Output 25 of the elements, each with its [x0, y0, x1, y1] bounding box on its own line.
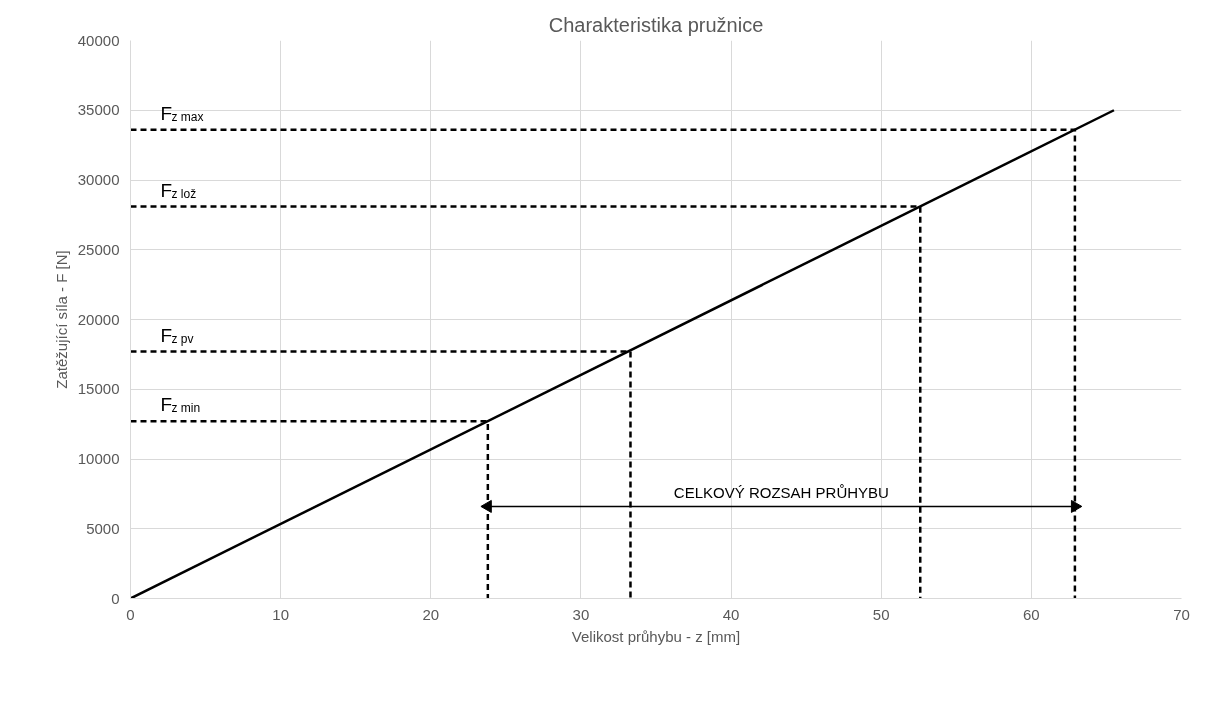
y-tick-label: 10000 — [77, 450, 120, 467]
y-tick-label: 20000 — [77, 310, 120, 328]
y-tick-label: 25000 — [77, 240, 120, 258]
y-tick-label: 35000 — [77, 101, 120, 119]
x-axis-title: Velikost průhybu - z [mm] — [571, 627, 741, 645]
y-tick-label: 15000 — [77, 380, 120, 398]
series-label: Fz min — [160, 394, 201, 416]
x-tick-label: 20 — [422, 605, 440, 623]
annotation: CELKOVÝ ROZSAH PRŮHYBU — [673, 484, 889, 502]
y-tick-label: 40000 — [77, 31, 120, 49]
series-label: Fz lož — [160, 179, 197, 201]
chart-title: Charakteristika pružnice — [548, 13, 764, 36]
x-tick-label: 0 — [126, 605, 135, 623]
series-label: Fz pv — [160, 324, 194, 346]
x-tick-label: 50 — [872, 605, 890, 623]
series-label: Fz max — [160, 102, 204, 124]
x-tick-label: 60 — [1023, 605, 1040, 623]
x-tick-label: 10 — [272, 605, 289, 623]
y-tick-label: 30000 — [77, 171, 120, 188]
y-tick-label: 0 — [111, 589, 120, 607]
x-tick-label: 40 — [722, 605, 740, 623]
x-tick-label: 30 — [572, 605, 590, 623]
x-tick-label: 70 — [1173, 605, 1190, 623]
y-axis-title: Zatěžující síla - F [N] — [52, 250, 70, 389]
y-tick-label: 5000 — [86, 519, 120, 537]
